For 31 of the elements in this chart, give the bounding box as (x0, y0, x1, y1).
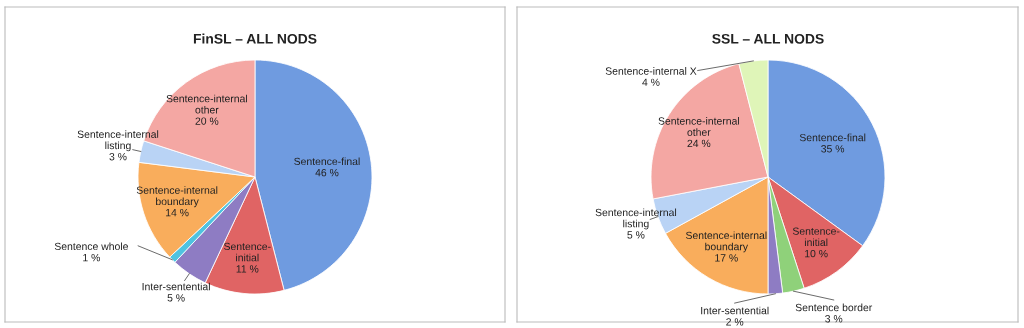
data-label: 5 % (627, 231, 645, 239)
slice-label: Sentence-internal other (166, 94, 247, 114)
slice-label: Sentence-internal X (605, 67, 697, 75)
slice-label: Sentence border (795, 303, 873, 312)
slice-label: Sentence- initial (792, 227, 840, 247)
slice-label: Sentence whole (54, 242, 128, 251)
slice-label: Sentence-internal other (658, 117, 739, 136)
data-label: 35 % (821, 145, 845, 153)
chart-title: SSL – ALL NODS (712, 33, 824, 44)
data-label: 17 % (715, 254, 738, 262)
data-label: 4 % (642, 78, 660, 86)
data-label: 3 % (109, 153, 127, 161)
data-label: 2 % (726, 318, 744, 326)
data-label: 46 % (315, 168, 339, 177)
data-label: 11 % (236, 265, 259, 273)
chart-title: FinSL – ALL NODS (193, 33, 317, 44)
slice-label: Sentence-final (294, 157, 360, 166)
slice-label: Sentence-final (799, 133, 866, 142)
slice-label: Inter-sentential (142, 282, 210, 291)
slice-label: Sentence-internal listing (77, 130, 159, 152)
slice-label: Sentence-internal listing (595, 208, 677, 230)
slice-label: Sentence-internal boundary (685, 231, 767, 253)
slice-label: Sentence- initial (224, 242, 271, 262)
slice-label: Inter-sentential (701, 306, 769, 315)
data-label: 3 % (825, 315, 843, 323)
data-label: 24 % (687, 139, 711, 148)
data-label: 14 % (166, 208, 189, 217)
data-label: 20 % (195, 117, 219, 125)
data-label: 1 % (83, 253, 100, 262)
data-label: 5 % (167, 294, 185, 302)
data-label: 10 % (805, 249, 828, 258)
